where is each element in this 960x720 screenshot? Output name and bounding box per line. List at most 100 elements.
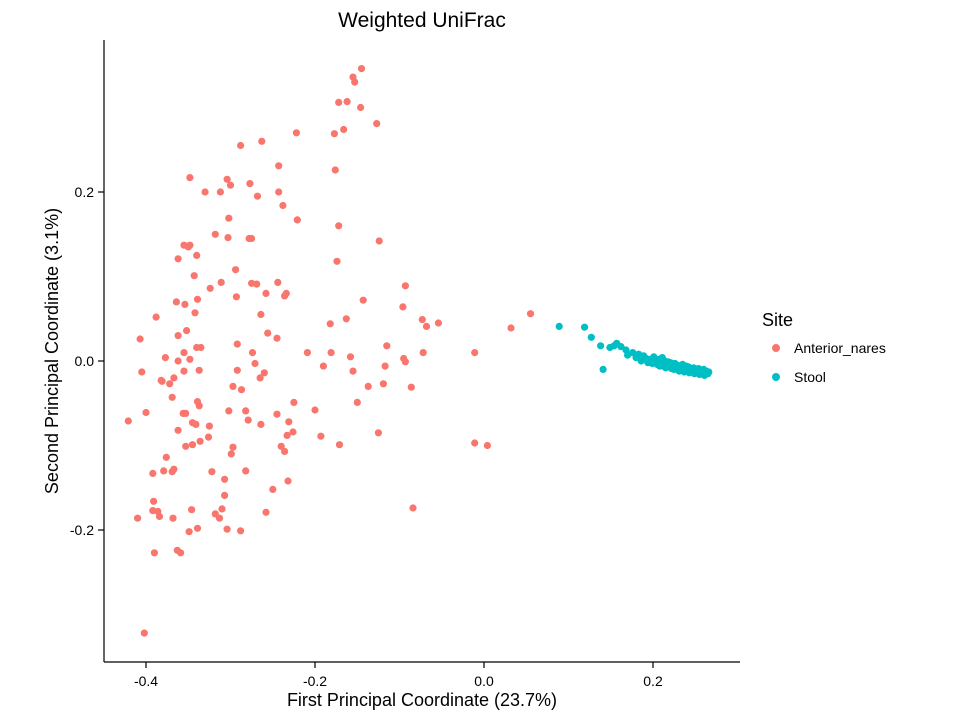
point-anterior-nares <box>409 504 417 512</box>
point-anterior-nares <box>201 188 209 196</box>
point-anterior-nares <box>229 443 237 451</box>
point-anterior-nares <box>258 137 266 145</box>
point-anterior-nares <box>218 505 226 513</box>
point-anterior-nares <box>232 293 240 301</box>
point-anterior-nares <box>223 525 231 533</box>
point-anterior-nares <box>331 166 339 174</box>
x-tick-label: -0.2 <box>303 673 327 689</box>
point-anterior-nares <box>191 309 199 317</box>
point-anterior-nares <box>244 416 252 424</box>
point-anterior-nares <box>419 349 427 357</box>
point-anterior-nares <box>180 367 188 375</box>
point-anterior-nares <box>221 491 229 499</box>
point-anterior-nares <box>327 349 335 357</box>
point-anterior-nares <box>150 549 158 557</box>
point-anterior-nares <box>155 512 164 521</box>
point-anterior-nares <box>190 272 198 280</box>
point-anterior-nares <box>471 349 479 357</box>
y-tick-label: 0.2 <box>75 184 95 200</box>
point-anterior-nares <box>407 383 415 391</box>
point-anterior-nares <box>293 216 301 224</box>
point-stool <box>700 371 709 379</box>
point-anterior-nares <box>242 467 250 475</box>
point-anterior-nares <box>227 450 235 458</box>
point-anterior-nares <box>273 410 281 418</box>
point-anterior-nares <box>381 362 389 370</box>
point-anterior-nares <box>233 340 241 348</box>
point-anterior-nares <box>186 241 194 249</box>
point-anterior-nares <box>335 441 344 449</box>
point-anterior-nares <box>418 316 426 324</box>
point-anterior-nares <box>246 180 254 188</box>
point-anterior-nares <box>152 313 160 321</box>
point-anterior-nares <box>182 442 190 450</box>
point-anterior-nares <box>224 234 232 242</box>
point-anterior-nares <box>281 447 289 455</box>
x-axis-title: First Principal Coordinate (23.7%) <box>287 690 557 710</box>
legend: Site Anterior_nares Stool <box>762 310 886 385</box>
point-anterior-nares <box>166 380 174 388</box>
point-stool <box>597 342 605 350</box>
point-anterior-nares <box>229 382 237 390</box>
point-anterior-nares <box>335 222 343 230</box>
point-anterior-nares <box>188 506 196 514</box>
y-tick-label: 0.0 <box>75 353 95 369</box>
point-anterior-nares <box>149 469 157 477</box>
point-anterior-nares <box>216 188 224 196</box>
y-axis-title: Second Principal Coordinate (3.1%) <box>42 208 62 494</box>
legend-label: Anterior_nares <box>794 340 886 356</box>
y-axis-ticks: -0.2 0.0 0.2 <box>70 184 104 538</box>
point-anterior-nares <box>193 524 202 532</box>
point-anterior-nares <box>150 497 158 505</box>
point-anterior-nares <box>311 406 319 414</box>
point-anterior-nares <box>195 366 203 374</box>
point-anterior-nares <box>217 278 225 286</box>
point-anterior-nares <box>206 284 214 292</box>
point-anterior-nares <box>262 508 270 516</box>
point-anterior-nares <box>379 380 387 388</box>
point-anterior-nares <box>333 257 341 265</box>
point-anterior-nares <box>251 359 259 368</box>
point-anterior-nares <box>260 369 268 377</box>
point-anterior-nares <box>303 349 311 357</box>
point-anterior-nares <box>211 230 219 238</box>
point-anterior-nares <box>248 279 256 287</box>
point-anterior-nares <box>170 374 178 382</box>
point-anterior-nares <box>188 441 197 449</box>
point-anterior-nares <box>158 377 166 385</box>
x-tick-label: 0.2 <box>643 673 663 689</box>
point-stool <box>645 355 653 363</box>
point-anterior-nares <box>357 103 365 112</box>
point-anterior-nares <box>526 310 535 318</box>
point-anterior-nares <box>197 343 205 352</box>
point-anterior-nares <box>290 398 298 406</box>
point-anterior-nares <box>284 477 292 485</box>
point-anterior-nares <box>168 393 176 401</box>
point-anterior-nares <box>223 175 231 183</box>
legend-swatch <box>772 344 780 352</box>
point-anterior-nares <box>283 431 291 439</box>
legend-title: Site <box>762 310 793 330</box>
point-anterior-nares <box>242 407 250 415</box>
point-anterior-nares <box>353 398 361 406</box>
point-anterior-nares <box>349 367 357 375</box>
point-anterior-nares <box>342 315 350 323</box>
y-tick-label: -0.2 <box>70 522 94 538</box>
point-anterior-nares <box>275 188 283 196</box>
x-axis-ticks: -0.4 -0.2 0.0 0.2 <box>134 662 663 689</box>
point-anterior-nares <box>174 332 182 340</box>
point-anterior-nares <box>346 353 355 361</box>
point-anterior-nares <box>208 468 216 476</box>
point-anterior-nares <box>192 420 200 428</box>
point-anterior-nares <box>273 334 281 342</box>
point-anterior-nares <box>326 320 334 328</box>
point-anterior-nares <box>226 181 235 189</box>
point-anterior-nares <box>136 335 144 343</box>
point-anterior-nares <box>186 355 194 363</box>
point-anterior-nares <box>237 141 245 150</box>
point-anterior-nares <box>281 292 289 300</box>
point-anterior-nares <box>483 441 491 450</box>
point-anterior-nares <box>269 485 277 493</box>
point-anterior-nares <box>359 296 367 304</box>
point-anterior-nares <box>225 214 233 222</box>
